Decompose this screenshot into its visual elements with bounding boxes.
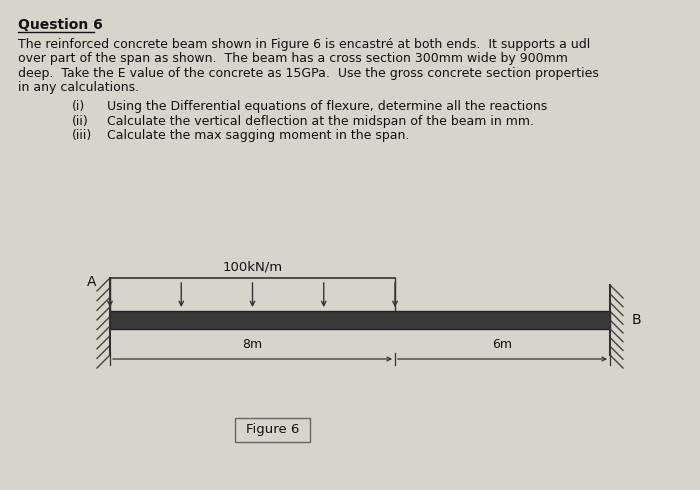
Text: over part of the span as shown.  The beam has a cross section 300mm wide by 900m: over part of the span as shown. The beam… xyxy=(18,52,568,66)
Text: B: B xyxy=(632,313,642,327)
Text: 8m: 8m xyxy=(242,338,262,351)
Text: 100kN/m: 100kN/m xyxy=(223,260,283,273)
Bar xyxy=(235,418,310,442)
Text: A: A xyxy=(88,275,97,289)
Text: Question 6: Question 6 xyxy=(18,18,103,32)
Text: The reinforced concrete beam shown in Figure 6 is encastré at both ends.  It sup: The reinforced concrete beam shown in Fi… xyxy=(18,38,590,51)
Text: deep.  Take the E value of the concrete as 15GPa.  Use the gross concrete sectio: deep. Take the E value of the concrete a… xyxy=(18,67,599,80)
Text: (iii): (iii) xyxy=(72,129,92,142)
Text: (i): (i) xyxy=(72,100,85,113)
Text: Using the Differential equations of flexure, determine all the reactions: Using the Differential equations of flex… xyxy=(107,100,547,113)
Text: 6m: 6m xyxy=(493,338,512,351)
Text: Calculate the vertical deflection at the midspan of the beam in mm.: Calculate the vertical deflection at the… xyxy=(107,115,534,127)
Bar xyxy=(110,311,610,329)
Text: in any calculations.: in any calculations. xyxy=(18,81,139,95)
Text: Calculate the max sagging moment in the span.: Calculate the max sagging moment in the … xyxy=(107,129,410,142)
Text: (ii): (ii) xyxy=(72,115,89,127)
Text: Figure 6: Figure 6 xyxy=(246,423,299,437)
